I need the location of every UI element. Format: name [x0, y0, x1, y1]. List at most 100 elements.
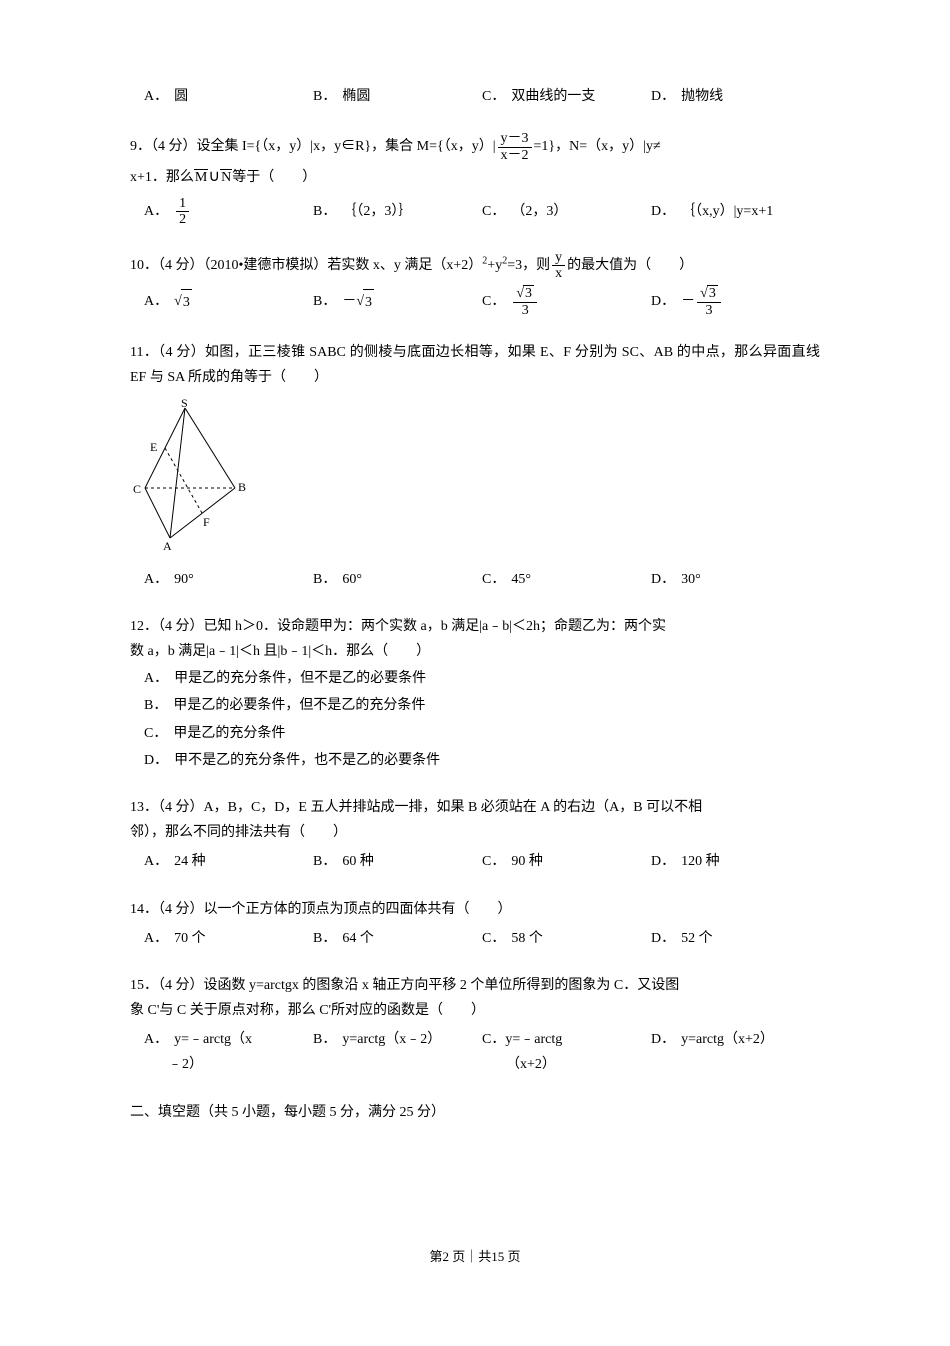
fraction-den: 3 [519, 303, 532, 318]
option-letter: C． [144, 726, 167, 741]
label-E: E [150, 440, 157, 454]
option-letter: D． [651, 84, 675, 109]
option-C: C． √33 [482, 285, 651, 318]
question-text: 10．（4 分）（2010•建德市模拟）若实数 x、y 满足（x+2）2+y2=… [130, 250, 820, 282]
option-letter: C． [482, 199, 505, 224]
options-row: A．24 种 B．60 种 C．90 种 D．120 种 [130, 849, 820, 874]
question-12: 12．（4 分）已知 h＞0．设命题甲为：两个实数 a，b 满足|a﹣b|＜2h… [130, 614, 820, 773]
option-text: 圆 [174, 84, 188, 109]
option-letter: B． [313, 849, 336, 874]
question-8-options: A．圆 B．椭圆 C．双曲线的一支 D．抛物线 [130, 84, 820, 109]
options-row: A．√3 B．－√3 C．√33 D．－√33 [130, 285, 820, 318]
options-row: A．70 个 B．64 个 C．58 个 D．52 个 [130, 926, 820, 951]
sqrt-content: 3 [181, 289, 192, 315]
option-letter: C． [482, 84, 505, 109]
fraction-den: x [552, 266, 565, 281]
question-text: 14．（4 分）以一个正方体的顶点为顶点的四面体共有（ ） [130, 897, 820, 922]
option-letter: A． [144, 84, 168, 109]
option-letter: D． [651, 926, 675, 951]
option-letter: C． [482, 926, 505, 951]
question-text: 11．（4 分）如图，正三棱锥 SABC 的侧棱与底面边长相等，如果 E、F 分… [130, 340, 820, 390]
question-9: 9．（4 分）设全集 I={（x，y）|x，y∈R}，集合 M={（x，y）|y… [130, 131, 820, 227]
page-footer: 第2 页｜共15 页 [130, 1245, 820, 1268]
option-text: （2，3） [511, 199, 567, 224]
option-text: 64 个 [342, 926, 374, 951]
fraction-num: √3 [697, 285, 721, 302]
sqrt-content: 3 [523, 285, 534, 301]
fraction-den: 2 [176, 212, 189, 227]
section-2-heading: 二、填空题（共 5 小题，每小题 5 分，满分 25 分） [130, 1100, 820, 1125]
question-text-line2: x+1．那么M∪N等于（ ） [130, 163, 820, 192]
option-letter: A． [144, 1032, 168, 1047]
options-row: A．y=﹣arctg（x ﹣2） B．y=arctg（x﹣2） C．y=﹣arc… [130, 1027, 820, 1077]
option-text: 52 个 [681, 926, 713, 951]
option-A: A．甲是乙的充分条件，但不是乙的必要条件 [144, 666, 820, 691]
text-part: 9．（4 分）设全集 I={（x，y）|x，y∈R}，集合 M={（x，y）| [130, 139, 496, 154]
option-text: 58 个 [511, 926, 543, 951]
fraction-num: √3 [513, 285, 537, 302]
option-text: ｛（x,y）|y=x+1 [681, 199, 773, 224]
option-B: B．64 个 [313, 926, 482, 951]
option-text: ｛（2，3）｝ [342, 199, 412, 224]
label-A: A [163, 539, 172, 553]
tetrahedron-figure: S E C B F A [130, 398, 820, 562]
question-15: 15．（4 分）设函数 y=arctgx 的图象沿 x 轴正方向平移 2 个单位… [130, 973, 820, 1078]
edge-SB [185, 408, 235, 488]
label-C: C [133, 482, 141, 496]
option-letter: B． [313, 1027, 336, 1052]
option-D: D．y=arctg（x+2） [651, 1027, 820, 1052]
option-letter: A． [144, 926, 168, 951]
edge-SA [170, 408, 185, 538]
option-letter: C． [482, 567, 505, 592]
option-text: ﹣2） [168, 1057, 203, 1072]
option-text: 甲不是乙的充分条件，也不是乙的必要条件 [174, 753, 440, 768]
option-text: 24 种 [174, 849, 206, 874]
option-text: 30° [681, 567, 701, 592]
fraction: y－3x－2 [498, 131, 532, 163]
option-C: C．甲是乙的充分条件 [144, 721, 820, 746]
fraction: 12 [176, 196, 189, 228]
set-complement-M: M [194, 169, 208, 185]
question-text: 9．（4 分）设全集 I={（x，y）|x，y∈R}，集合 M={（x，y）|y… [130, 131, 820, 163]
question-text: 数 a，b 满足|a﹣1|＜h 且|b﹣1|＜h．那么（ ） [130, 639, 820, 664]
label-B: B [238, 480, 246, 494]
option-D: D．120 种 [651, 849, 820, 874]
option-B: B． 甲是乙的必要条件，但不是乙的充分条件 [144, 693, 820, 718]
option-text: （x+2） [506, 1057, 556, 1072]
tetrahedron-svg: S E C B F A [130, 398, 250, 553]
option-letter: D． [651, 199, 675, 224]
option-letter: A． [144, 567, 168, 592]
option-A: A．√3 [144, 285, 313, 318]
option-letter: B． [144, 698, 167, 713]
option-C: C．双曲线的一支 [482, 84, 651, 109]
sqrt-content: 3 [707, 285, 718, 301]
option-letter: B． [313, 84, 336, 109]
option-letter: B． [313, 926, 336, 951]
option-C: C．58 个 [482, 926, 651, 951]
option-text: 120 种 [681, 849, 720, 874]
fraction: yx [552, 250, 565, 282]
question-10: 10．（4 分）（2010•建德市模拟）若实数 x、y 满足（x+2）2+y2=… [130, 250, 820, 319]
option-letter: A． [144, 849, 168, 874]
question-13: 13．（4 分）A，B，C，D，E 五人并排站成一排，如果 B 必须站在 A 的… [130, 795, 820, 875]
option-B: B．椭圆 [313, 84, 482, 109]
fraction-den: x－2 [498, 148, 532, 163]
fraction-num: y－3 [498, 131, 532, 147]
option-B: B．｛（2，3）｝ [313, 196, 482, 228]
text-part: 等于（ ） [232, 170, 316, 185]
option-text: 90° [174, 567, 194, 592]
text-part: 10．（4 分）（2010•建德市模拟）若实数 x、y 满足（x+2） [130, 258, 482, 273]
option-A: A．圆 [144, 84, 313, 109]
option-letter: D． [651, 1027, 675, 1052]
option-text: y=﹣arctg（x [174, 1032, 252, 1047]
option-text: y=arctg（x﹣2） [342, 1027, 441, 1052]
option-C: C．（2，3） [482, 196, 651, 228]
option-letter: C． [482, 289, 505, 314]
text-part: x+1．那么 [130, 170, 194, 185]
option-letter: A． [144, 199, 168, 224]
fraction-den: 3 [702, 303, 715, 318]
option-D: D．抛物线 [651, 84, 820, 109]
options-row: A． 12 B．｛（2，3）｝ C．（2，3） D．｛（x,y）|y=x+1 [130, 196, 820, 228]
option-text: 甲是乙的必要条件，但不是乙的充分条件 [173, 698, 425, 713]
text-part: =3，则 [507, 258, 550, 273]
